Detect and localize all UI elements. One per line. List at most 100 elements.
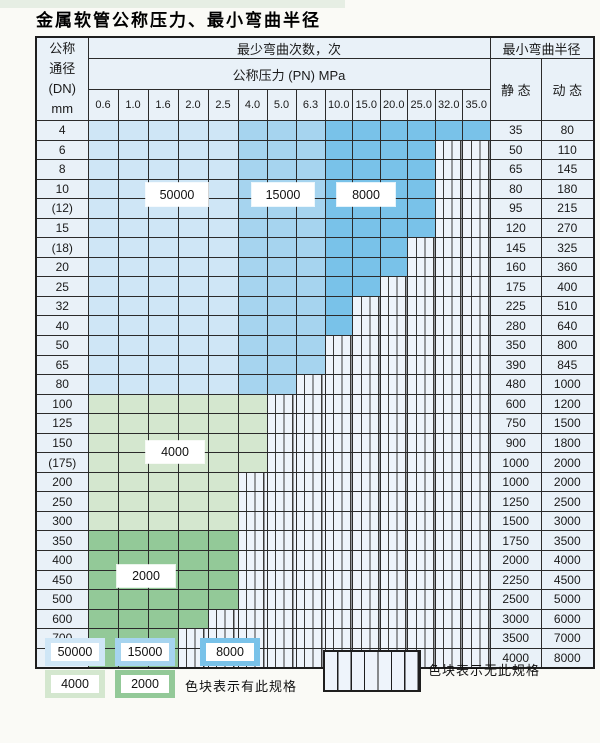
no-spec-cell — [237, 589, 268, 610]
no-spec-cell — [434, 491, 463, 512]
spec-cell — [117, 335, 149, 356]
spec-cell — [117, 510, 149, 532]
table-row: 15 120 270 — [35, 217, 595, 239]
spec-cell — [177, 120, 209, 141]
spec-cell — [147, 510, 179, 532]
spec-table: 公称 通径 (DN) mm 最少弯曲次数，次 最小弯曲半径 公称压力 (PN) MPa 静 态… — [35, 36, 595, 670]
no-spec-cell — [237, 628, 268, 649]
no-spec-cell — [379, 569, 408, 591]
spec-cell — [207, 237, 239, 258]
legend-swatch-2000: 2000 — [115, 670, 175, 698]
no-spec-cell — [462, 628, 491, 649]
spec-cell — [87, 256, 119, 278]
static-radius-cell: 1500 — [489, 510, 543, 532]
no-spec-cell — [407, 413, 436, 434]
spec-cell — [207, 374, 239, 395]
spec-cell — [117, 295, 149, 317]
no-spec-cell — [462, 295, 491, 317]
dn-cell: 4 — [35, 120, 89, 141]
table-row: 200 1000 2000 — [35, 471, 595, 493]
spec-cell — [117, 315, 149, 337]
dn-cell: 6 — [35, 139, 89, 161]
no-spec-cell — [324, 413, 353, 434]
no-spec-cell — [324, 589, 353, 610]
spec-cell — [237, 120, 268, 141]
pressure-tick: 4.0 — [237, 89, 268, 121]
spec-cell — [379, 237, 408, 258]
spec-cell — [147, 159, 179, 180]
spec-cell — [87, 393, 119, 415]
no-spec-cell — [462, 393, 491, 415]
spec-cell — [237, 237, 268, 258]
spec-cell — [87, 198, 119, 219]
no-spec-cell — [177, 628, 209, 649]
spec-cell — [117, 159, 149, 180]
corner-header-line: 公称 — [49, 41, 76, 56]
spec-cell — [207, 354, 239, 376]
no-spec-cell — [462, 159, 491, 180]
no-spec-cell — [407, 589, 436, 610]
spec-cell — [207, 198, 239, 219]
no-spec-cell — [379, 530, 408, 552]
table-row: 350 1750 3500 — [35, 530, 595, 552]
spec-cell — [147, 628, 179, 649]
spec-cell — [407, 139, 436, 161]
no-spec-cell — [379, 628, 408, 649]
no-spec-cell — [407, 471, 436, 493]
no-spec-cell — [352, 491, 381, 512]
spec-cell — [207, 491, 239, 512]
dn-cell: 20 — [35, 256, 89, 278]
spec-cell — [237, 159, 268, 180]
spec-cell — [87, 295, 119, 317]
spec-cell — [117, 589, 149, 610]
static-radius-cell: 2500 — [489, 589, 543, 610]
spec-cell — [266, 315, 297, 337]
no-spec-cell — [407, 530, 436, 552]
no-spec-cell — [462, 237, 491, 258]
static-radius-cell: 900 — [489, 432, 543, 454]
no-spec-cell — [379, 354, 408, 376]
dynamic-radius-cell: 2000 — [541, 452, 595, 473]
static-radius-cell: 1750 — [489, 530, 543, 552]
no-spec-cell — [407, 315, 436, 337]
spec-cell — [207, 471, 239, 493]
no-spec-cell — [324, 550, 353, 571]
spec-cell — [237, 139, 268, 161]
dynamic-radius-cell: 510 — [541, 295, 595, 317]
pressure-tick: 10.0 — [324, 89, 353, 121]
spec-cell — [87, 237, 119, 258]
no-spec-cell — [434, 217, 463, 239]
spec-cell — [177, 217, 209, 239]
spec-cell — [407, 217, 436, 239]
spec-cell — [266, 354, 297, 376]
static-radius-cell: 175 — [489, 276, 543, 297]
spec-cell — [237, 276, 268, 297]
spec-cell — [87, 550, 119, 571]
region-label: 4000 — [146, 441, 204, 463]
spec-cell — [87, 471, 119, 493]
spec-cell — [177, 374, 209, 395]
spec-cell — [117, 178, 149, 200]
no-spec-cell — [434, 647, 463, 669]
spec-cell — [407, 120, 436, 141]
no-spec-cell — [352, 589, 381, 610]
spec-cell — [237, 393, 268, 415]
spec-cell — [177, 335, 209, 356]
corner-header-line: 通径 — [49, 61, 76, 76]
no-spec-cell — [434, 608, 463, 630]
no-spec-cell — [434, 452, 463, 473]
no-spec-cell — [266, 393, 297, 415]
no-spec-cell — [434, 510, 463, 532]
no-spec-cell — [462, 256, 491, 278]
no-spec-cell — [352, 471, 381, 493]
spec-cell — [207, 432, 239, 454]
dynamic-radius-cell: 1800 — [541, 432, 595, 454]
static-radius-cell: 65 — [489, 159, 543, 180]
no-spec-cell — [379, 608, 408, 630]
nominal-pressure-header: 公称压力 (PN) MPa — [87, 58, 491, 90]
table-row: 125 750 1500 — [35, 413, 595, 434]
spec-cell — [177, 393, 209, 415]
spec-cell — [237, 335, 268, 356]
no-spec-cell — [352, 608, 381, 630]
